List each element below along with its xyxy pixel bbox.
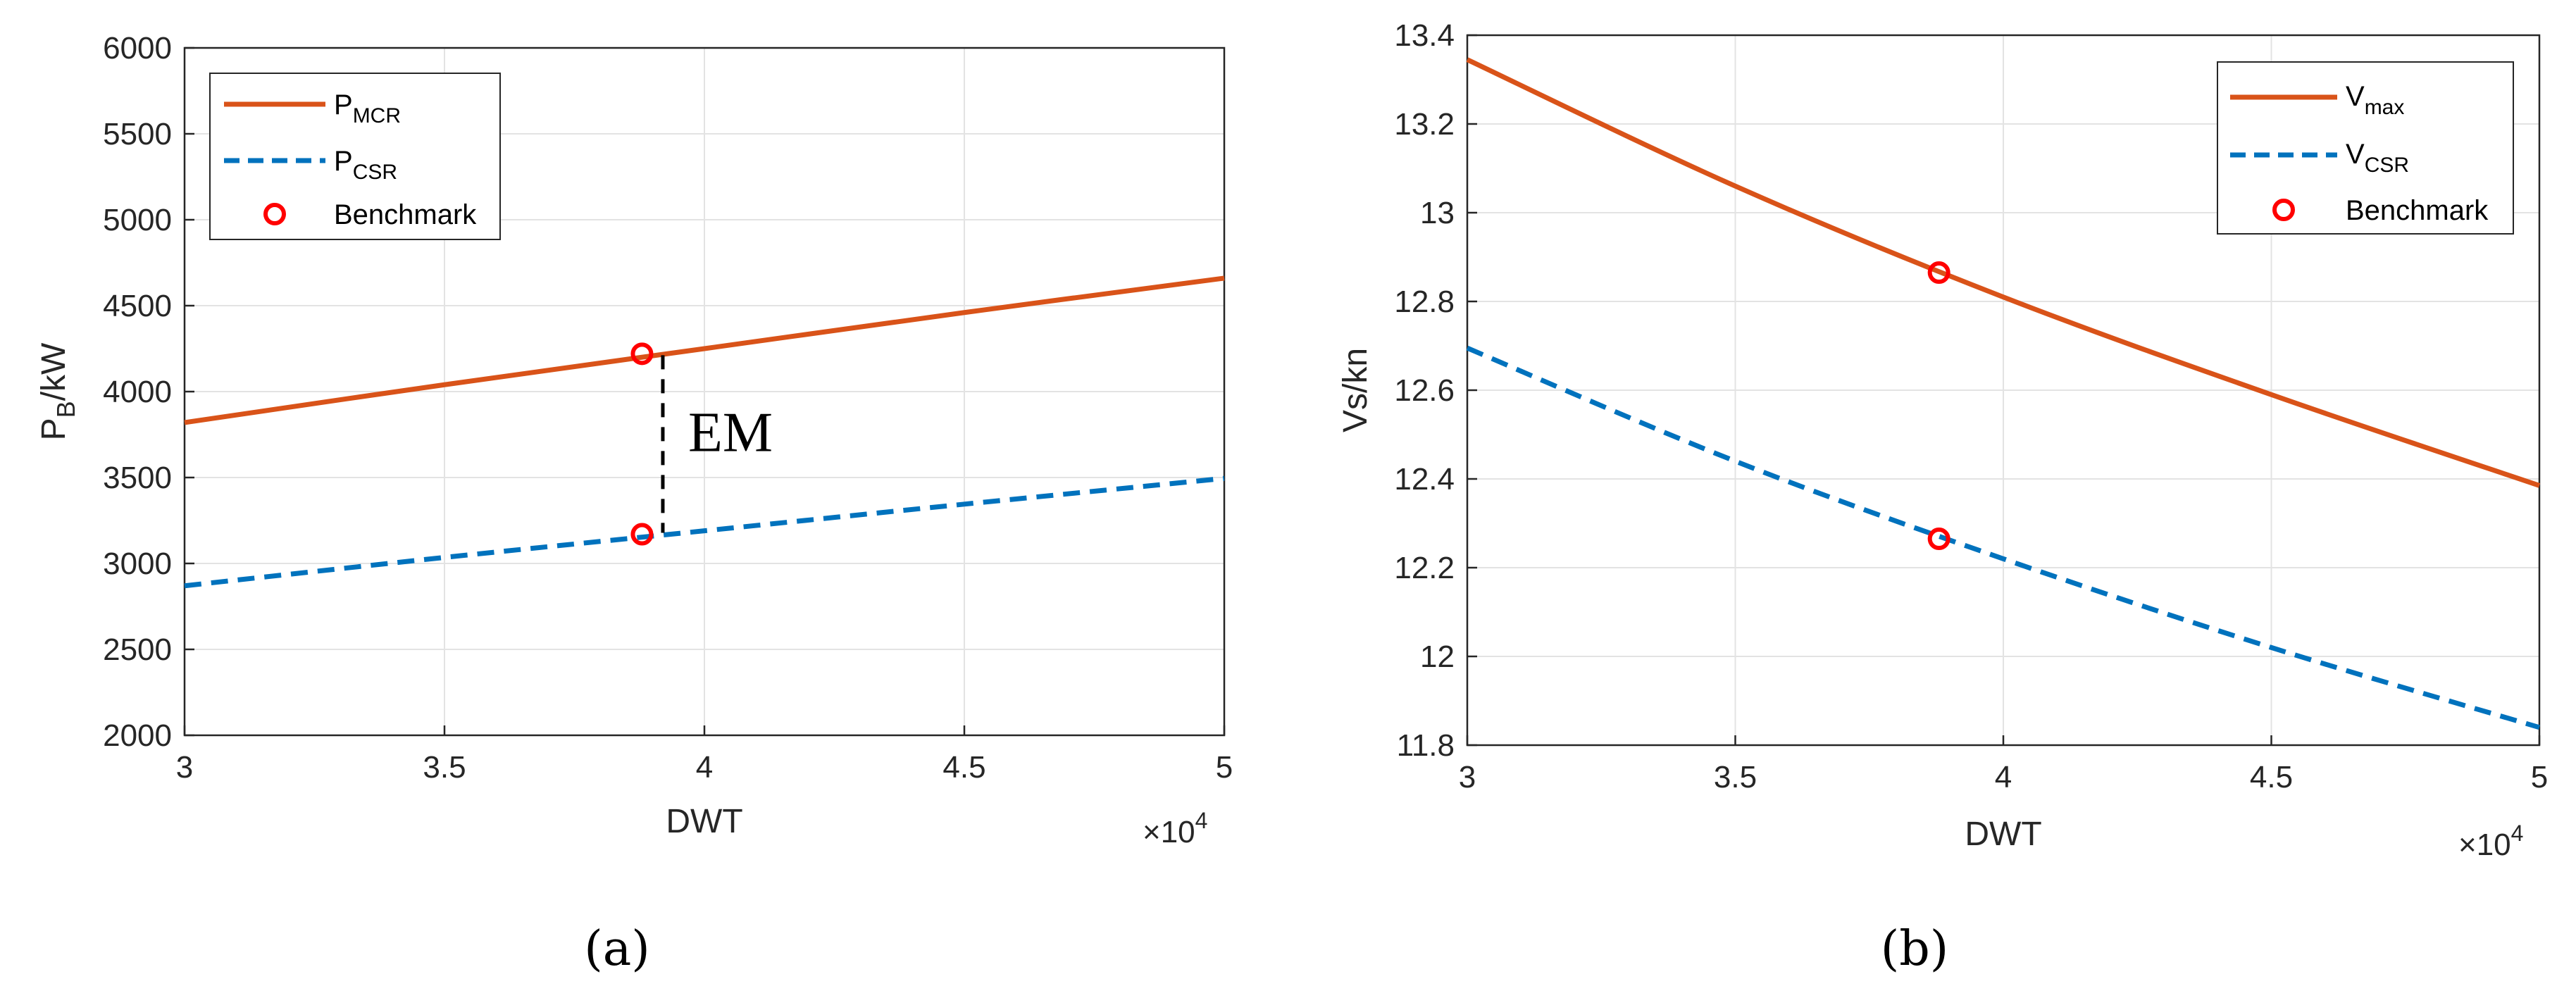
- series-line-v-max: [1466, 57, 2541, 488]
- series-line-v-csr: [1466, 345, 2540, 730]
- y-tick-label: 3000: [103, 547, 172, 581]
- y-tick-label: 4000: [103, 375, 172, 409]
- benchmark-markers-a: [630, 342, 654, 546]
- legend-a: PMCR PCSR Benchmark: [209, 73, 501, 240]
- y-ticks-a: 2000 2500 3000 3500 4000 4500 5000 5500 6000: [103, 31, 194, 753]
- x-tick-label: 5: [2531, 760, 2548, 794]
- x-tick-label: 3: [1459, 760, 1476, 794]
- x-ticks-b: 3 3.5 4 4.5 5: [1459, 735, 2548, 794]
- y-axis-label-a: PB/kW: [35, 342, 80, 440]
- legend-box-b: [2217, 61, 2514, 235]
- legend-label-benchmark-a: Benchmark: [334, 199, 477, 230]
- y-tick-label: 12.4: [1394, 462, 1455, 497]
- series-line-p-csr: [184, 475, 1225, 589]
- series-lines-a: [184, 275, 1225, 589]
- panel-label-b: (b): [1881, 921, 1949, 977]
- x-tick-label: 3.5: [1714, 760, 1757, 794]
- benchmark-marker: [1927, 261, 1950, 285]
- x-ticks-a: 3 3.5 4 4.5 5: [176, 725, 1233, 785]
- legend-label-pmcr: PMCR: [334, 89, 401, 127]
- benchmark-marker: [1927, 528, 1950, 551]
- y-tick-label: 5000: [103, 203, 172, 237]
- x-axis-label-a: DWT: [666, 803, 742, 840]
- series-line-p-mcr: [184, 275, 1225, 425]
- benchmark-markers-b: [1927, 261, 1950, 551]
- legend-box-a: [209, 73, 501, 240]
- y-axis-label-b: Vs/kn: [1337, 348, 1374, 432]
- x-tick-label: 3: [176, 750, 193, 785]
- x-tick-label: 4: [1995, 760, 2012, 794]
- y-tick-label: 5500: [103, 117, 172, 151]
- legend-label-vcsr: VCSR: [2346, 139, 2409, 177]
- legend-swatch-benchmark-a: [263, 203, 286, 225]
- y-tick-label: 4500: [103, 289, 172, 323]
- legend-swatch-benchmark-b: [2272, 199, 2295, 221]
- y-tick-label: 11.8: [1397, 728, 1455, 763]
- series-lines-b: [1466, 57, 2541, 730]
- y-tick-label: 13: [1420, 196, 1455, 230]
- y-tick-label: 2000: [103, 718, 172, 753]
- y-tick-label: 13.4: [1394, 18, 1455, 53]
- legend-label-benchmark-b: Benchmark: [2346, 195, 2489, 226]
- legend-label-vmax: Vmax: [2346, 81, 2404, 119]
- x-tick-label: 3.5: [423, 750, 466, 785]
- y-ticks-b: 11.8 12 12.2 12.4 12.6 12.8 13 13.2 13.4: [1394, 18, 1477, 763]
- x-multiplier-a: ×104: [1143, 808, 1207, 849]
- x-tick-label: 4.5: [942, 750, 985, 785]
- y-tick-label: 12.8: [1394, 285, 1455, 319]
- x-tick-label: 4: [696, 750, 713, 785]
- chart-panel-a: EM 200025003000350040004500500055006000 …: [35, 31, 1233, 977]
- x-tick-label: 5: [1216, 750, 1233, 785]
- panel-label-a: (a): [584, 921, 650, 977]
- benchmark-marker: [630, 523, 654, 546]
- y-tick-label: 12: [1420, 640, 1455, 674]
- chart-panel-b: 11.8 12 12.2 12.4 12.6 12.8 13 13.2 13.4 3 3.5 4 4.…: [1337, 18, 2548, 977]
- y-tick-label: 2500: [103, 632, 172, 667]
- y-tick-label: 13.2: [1394, 107, 1455, 142]
- x-tick-label: 4.5: [2250, 760, 2293, 794]
- benchmark-marker: [630, 342, 654, 366]
- y-tick-label: 12.2: [1394, 551, 1455, 585]
- legend-label-pcsr: PCSR: [334, 146, 397, 184]
- legend-b: Vmax VCSR Benchmark: [2217, 61, 2514, 235]
- em-annotation: EM: [688, 401, 773, 463]
- x-axis-label-b: DWT: [1965, 816, 2041, 853]
- y-tick-label: 3500: [103, 461, 172, 495]
- x-multiplier-b: ×104: [2458, 821, 2523, 862]
- y-tick-label: 6000: [103, 31, 172, 66]
- y-tick-label: 12.6: [1394, 373, 1455, 408]
